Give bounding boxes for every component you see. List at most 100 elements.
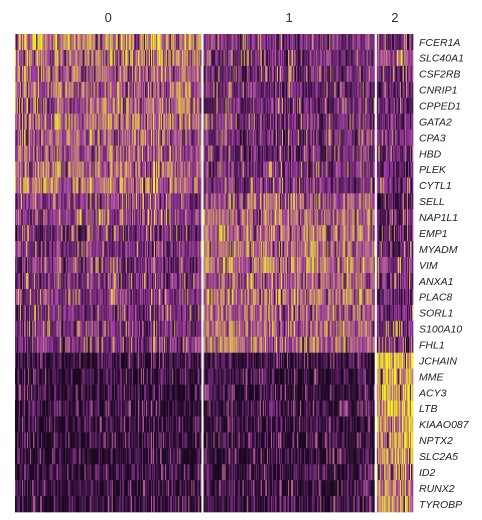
heatmap-cell [87, 161, 89, 178]
heatmap-cell [105, 209, 108, 226]
heatmap-cell [28, 34, 30, 51]
heatmap-cell [76, 225, 78, 242]
heatmap-cell [69, 193, 71, 210]
heatmap-cell [142, 464, 145, 481]
heatmap-cell [87, 177, 89, 194]
heatmap-cell [85, 113, 87, 130]
heatmap-cell [73, 384, 75, 401]
heatmap-cell [152, 496, 154, 513]
heatmap-cell [128, 336, 131, 353]
heatmap-cell [148, 416, 150, 433]
heatmap-cell [133, 400, 136, 417]
heatmap-cell [162, 129, 164, 146]
heatmap-cell [153, 432, 155, 449]
heatmap-cell [64, 113, 66, 130]
heatmap-cell [41, 288, 43, 306]
heatmap-cell [70, 145, 72, 162]
heatmap-cell [94, 209, 96, 226]
heatmap-cell [52, 161, 54, 178]
heatmap-cell [107, 352, 110, 369]
heatmap-cell [31, 288, 33, 306]
heatmap-cell [48, 288, 50, 306]
heatmap-cell [146, 336, 148, 353]
heatmap-cell [59, 209, 61, 226]
heatmap-cell [18, 496, 20, 513]
heatmap-cell [34, 416, 36, 433]
heatmap-cell [117, 496, 120, 513]
heatmap-cell [30, 81, 32, 99]
heatmap-cell [106, 336, 109, 353]
heatmap-cell [137, 129, 140, 146]
heatmap-cell [122, 129, 125, 146]
heatmap-cell [99, 352, 101, 369]
heatmap-cell [156, 368, 158, 385]
heatmap-cell [62, 304, 64, 322]
heatmap-cell [83, 320, 85, 338]
heatmap-cell [123, 145, 126, 162]
heatmap-cell [65, 81, 67, 99]
heatmap-cell [120, 432, 123, 449]
heatmap-cell [88, 480, 90, 497]
heatmap-cell [80, 49, 82, 67]
heatmap-cell [148, 209, 150, 226]
heatmap-cell [62, 273, 64, 290]
heatmap-cell [29, 432, 31, 449]
heatmap-cell [109, 384, 112, 401]
heatmap-cell [121, 177, 124, 194]
heatmap-cell [132, 432, 135, 449]
heatmap-cell [24, 400, 26, 417]
heatmap-cell [122, 352, 125, 369]
heatmap-cell [141, 34, 144, 51]
heatmap-cell [120, 161, 123, 178]
heatmap-cell [96, 273, 98, 290]
heatmap-cell [135, 225, 138, 242]
heatmap-cell [113, 432, 116, 449]
heatmap-cell [132, 97, 135, 114]
heatmap-cell [59, 257, 61, 274]
heatmap-cell [110, 49, 113, 67]
heatmap-cell [140, 257, 143, 274]
heatmap-cell [166, 416, 168, 433]
heatmap-cell [131, 368, 134, 385]
heatmap-cell [48, 273, 50, 290]
heatmap-cell [51, 49, 53, 67]
heatmap-cell [162, 480, 164, 497]
heatmap-cell [56, 81, 58, 99]
heatmap-cell [102, 288, 105, 306]
heatmap-cell [72, 384, 74, 401]
heatmap-cell [136, 49, 139, 67]
heatmap-cell [118, 193, 121, 210]
heatmap-cell [163, 97, 165, 114]
heatmap-cell [106, 400, 109, 417]
heatmap-cell [21, 448, 23, 465]
heatmap-cell [149, 288, 151, 306]
heatmap-cell [42, 288, 44, 306]
heatmap-cell [83, 480, 85, 497]
heatmap-cell [160, 257, 162, 274]
heatmap-cell [149, 65, 151, 83]
heatmap-cell [42, 432, 44, 449]
heatmap-cell [20, 288, 22, 306]
heatmap-cell [30, 288, 32, 306]
heatmap-cell [56, 97, 58, 114]
heatmap-cell [118, 352, 121, 369]
heatmap-cell [112, 368, 115, 385]
heatmap-cell [23, 320, 25, 338]
heatmap-cell [113, 209, 116, 226]
heatmap-cell [64, 464, 66, 481]
heatmap-cell [41, 384, 43, 401]
heatmap-cell [15, 129, 17, 146]
heatmap-cell [44, 288, 46, 306]
heatmap-cell [17, 193, 19, 210]
heatmap-cell [89, 81, 91, 99]
heatmap-cell [71, 416, 73, 433]
heatmap-cell [90, 480, 92, 497]
heatmap-cell [94, 352, 96, 369]
heatmap-cell [146, 113, 148, 130]
heatmap-cell [24, 145, 26, 162]
heatmap-cell [115, 113, 118, 130]
heatmap-cell [151, 464, 153, 481]
heatmap-cell [127, 225, 130, 242]
heatmap-cell [104, 34, 107, 51]
